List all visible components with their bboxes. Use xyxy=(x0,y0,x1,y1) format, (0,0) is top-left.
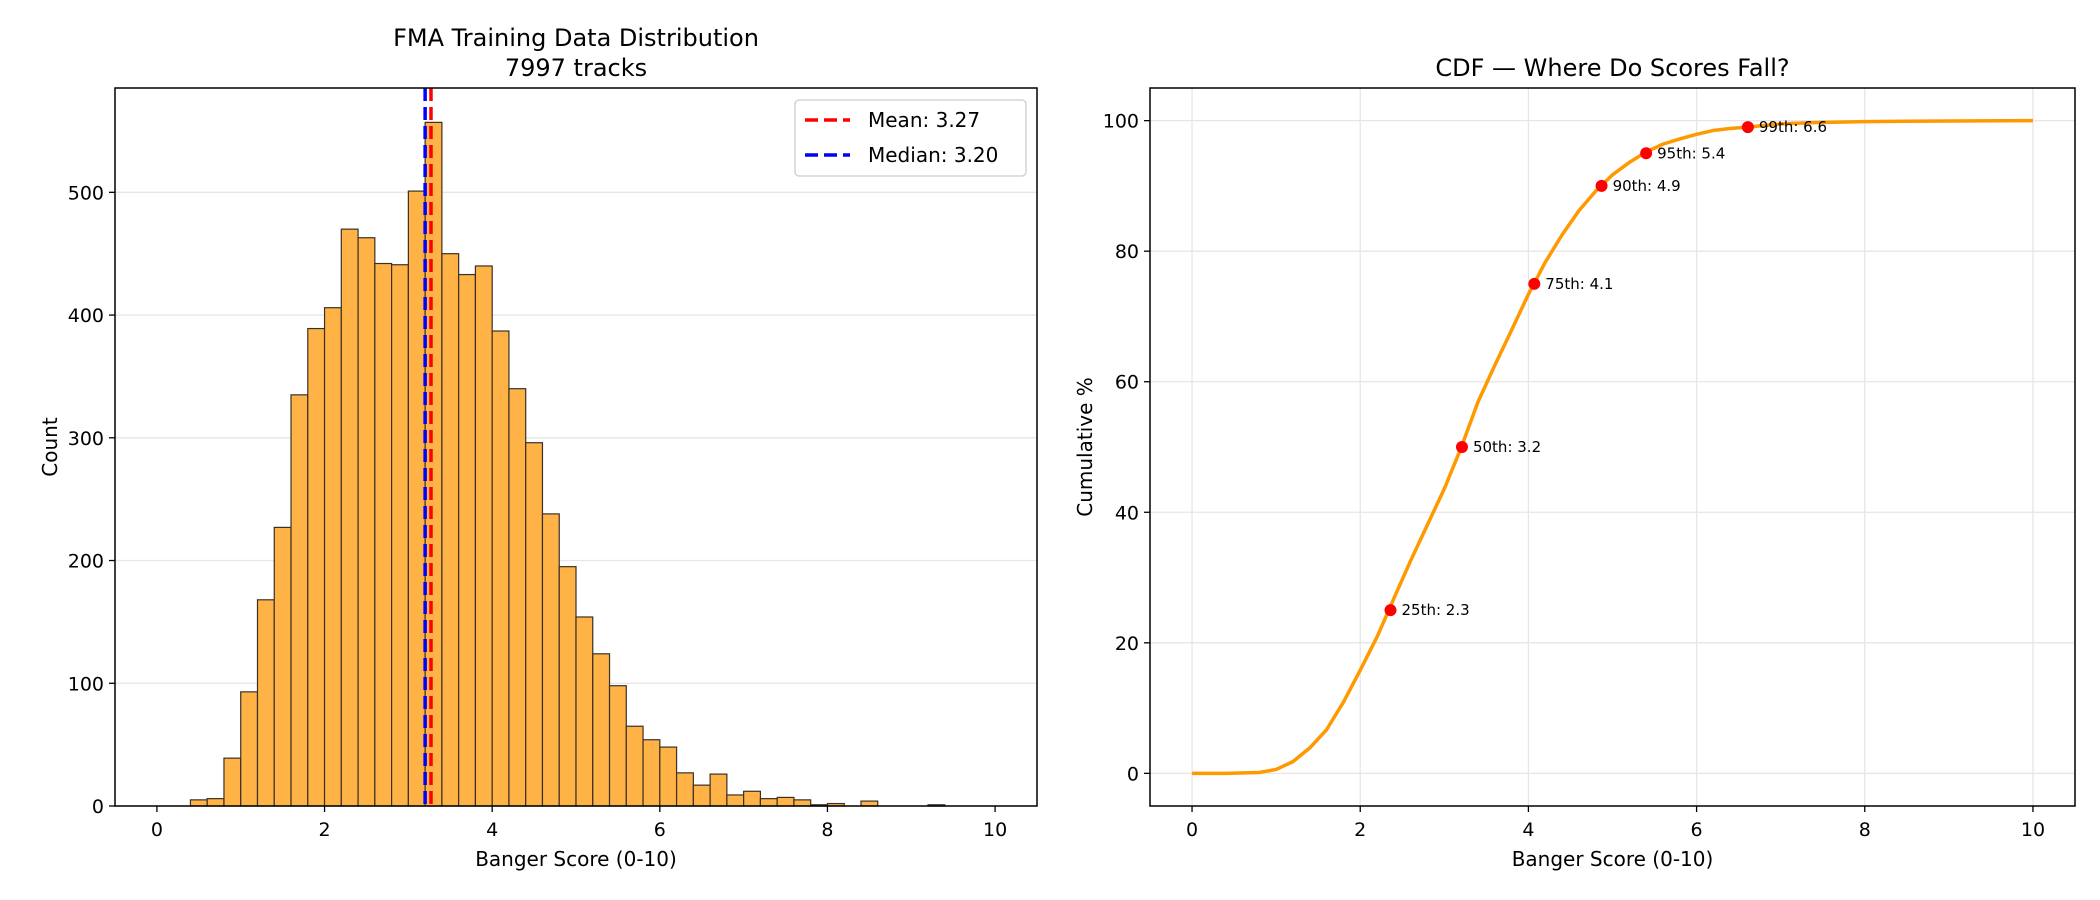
x-axis-label: Banger Score (0-10) xyxy=(475,847,677,871)
histogram-bar xyxy=(290,394,309,807)
percentile-marker xyxy=(1528,277,1541,290)
histogram-bar xyxy=(592,653,611,807)
histogram-bar xyxy=(541,513,560,807)
y-axis-label: Count xyxy=(38,417,62,477)
percentile-label: 25th: 2.3 xyxy=(1402,601,1470,619)
x-axis-label: Banger Score (0-10) xyxy=(1512,847,1714,871)
histogram-bar xyxy=(340,228,359,807)
percentile-label: 50th: 3.2 xyxy=(1473,438,1541,456)
x-tick-label: 0 xyxy=(1186,819,1198,841)
y-tick-label: 0 xyxy=(92,796,104,818)
histogram-bar xyxy=(307,327,326,807)
y-tick-label: 200 xyxy=(68,551,104,573)
y-tick-label: 40 xyxy=(1115,502,1139,524)
histogram-bar xyxy=(357,237,376,807)
axes-frame xyxy=(1149,87,2076,807)
y-tick-label: 100 xyxy=(1103,111,1139,133)
histogram-bar xyxy=(642,739,661,807)
histogram-bar xyxy=(374,262,393,807)
histogram-bar xyxy=(407,190,426,807)
percentile-marker xyxy=(1384,604,1397,617)
histogram-bar xyxy=(491,330,510,807)
histogram-bar xyxy=(256,599,275,807)
histogram-bar xyxy=(659,746,678,807)
x-tick-label: 2 xyxy=(1354,819,1366,841)
x-tick-label: 4 xyxy=(486,819,498,841)
y-axis-label: Cumulative % xyxy=(1073,377,1097,517)
histogram-bar xyxy=(391,264,409,807)
histogram-bar xyxy=(458,273,477,807)
legend-box xyxy=(794,99,1027,177)
histogram-bar xyxy=(508,388,527,807)
percentile-label: 99th: 6.6 xyxy=(1759,118,1827,136)
histogram-bar xyxy=(323,307,342,807)
histogram-bar xyxy=(575,616,594,807)
histogram-bar xyxy=(776,796,795,807)
legend-entry: Mean: 3.27 xyxy=(868,108,980,132)
legend-entry: Median: 3.20 xyxy=(868,143,998,167)
x-tick-label: 10 xyxy=(983,819,1007,841)
x-tick-label: 4 xyxy=(1522,819,1534,841)
cdf-line xyxy=(1192,118,2033,776)
x-tick-label: 2 xyxy=(318,819,330,841)
histogram-bar xyxy=(441,253,460,807)
y-tick-label: 100 xyxy=(68,673,104,695)
y-tick-label: 400 xyxy=(68,305,104,327)
histogram-bar xyxy=(206,798,225,807)
percentile-marker xyxy=(1741,121,1754,134)
histogram-bar xyxy=(525,442,544,807)
percentile-label: 95th: 5.4 xyxy=(1657,144,1725,162)
histogram-bar xyxy=(474,265,493,807)
percentile-label: 75th: 4.1 xyxy=(1545,275,1613,293)
histogram-bar xyxy=(240,691,259,807)
chart-title: CDF — Where Do Scores Fall? xyxy=(1435,54,1789,82)
histogram-bar xyxy=(793,799,812,807)
histogram-bar xyxy=(223,757,242,807)
y-tick-label: 500 xyxy=(68,182,104,204)
histogram-bar xyxy=(625,725,644,807)
x-tick-label: 8 xyxy=(821,819,833,841)
percentile-label: 90th: 4.9 xyxy=(1613,177,1681,195)
histogram-bar xyxy=(743,790,761,807)
histogram-bar xyxy=(558,566,577,807)
axes-frame xyxy=(114,87,1038,807)
chart-subtitle: 7997 tracks xyxy=(505,54,647,82)
y-tick-label: 0 xyxy=(1127,763,1139,785)
histogram-bar xyxy=(726,794,745,807)
percentile-marker xyxy=(1455,441,1468,453)
x-tick-label: 6 xyxy=(1691,819,1703,841)
x-tick-label: 0 xyxy=(151,819,163,841)
y-tick-label: 20 xyxy=(1115,633,1139,655)
histogram-bar xyxy=(692,784,711,807)
histogram-bar xyxy=(273,526,292,807)
histogram-bar xyxy=(189,799,208,807)
histogram-bar xyxy=(608,685,627,807)
x-tick-label: 6 xyxy=(654,819,666,841)
y-tick-label: 300 xyxy=(68,428,104,450)
legend: Mean: 3.27 Median: 3.20 xyxy=(794,99,1027,177)
histogram-bar xyxy=(709,773,728,807)
percentile-marker xyxy=(1595,179,1608,192)
histogram-bar xyxy=(675,772,694,807)
histogram-bar xyxy=(424,121,443,807)
chart-title: FMA Training Data Distribution xyxy=(393,24,759,52)
percentile-marker xyxy=(1640,147,1653,160)
histogram-bar xyxy=(759,798,778,807)
x-tick-label: 10 xyxy=(2021,819,2045,841)
y-tick-label: 60 xyxy=(1115,372,1139,394)
y-tick-label: 80 xyxy=(1115,241,1139,263)
x-tick-label: 8 xyxy=(1859,819,1871,841)
